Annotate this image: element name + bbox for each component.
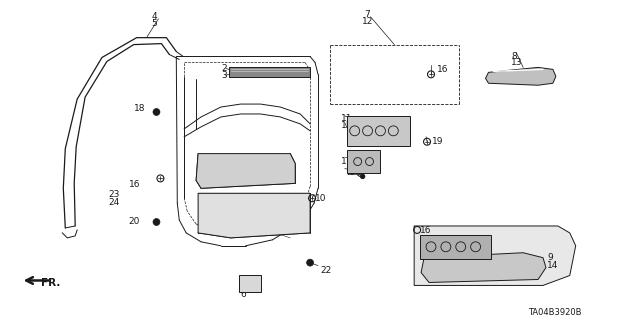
Text: 15: 15 (341, 121, 352, 130)
Circle shape (360, 174, 365, 178)
Text: 24: 24 (108, 198, 119, 207)
Text: FR.: FR. (40, 278, 60, 287)
Polygon shape (421, 253, 546, 282)
Text: 10: 10 (315, 194, 326, 203)
Text: 3: 3 (221, 71, 227, 80)
Text: 8: 8 (511, 52, 517, 61)
Text: 16: 16 (437, 65, 449, 74)
Text: 17: 17 (459, 250, 470, 259)
Polygon shape (414, 226, 576, 286)
Text: 4: 4 (152, 12, 157, 21)
Text: L21: L21 (346, 168, 362, 177)
Text: 23: 23 (108, 190, 119, 199)
Text: 20: 20 (129, 217, 140, 226)
Text: TA04B3920B: TA04B3920B (528, 308, 582, 317)
Text: 22: 22 (320, 266, 332, 275)
Text: 14: 14 (547, 261, 558, 270)
Text: 5: 5 (152, 19, 157, 28)
Circle shape (153, 219, 160, 226)
Polygon shape (198, 193, 310, 238)
Bar (229, 67, 310, 77)
Text: 9: 9 (547, 253, 553, 262)
Text: 19: 19 (432, 137, 444, 146)
Text: 1: 1 (341, 157, 347, 166)
Polygon shape (486, 67, 556, 85)
Text: 12: 12 (362, 17, 373, 26)
Polygon shape (196, 154, 295, 188)
Circle shape (307, 259, 314, 266)
Text: 7: 7 (365, 10, 371, 19)
Text: 18: 18 (134, 104, 145, 113)
Text: 16: 16 (420, 226, 431, 235)
FancyBboxPatch shape (347, 116, 410, 146)
FancyBboxPatch shape (420, 235, 492, 259)
Bar (239, 275, 260, 293)
Text: 6: 6 (241, 290, 246, 300)
Text: 16: 16 (129, 180, 140, 189)
FancyBboxPatch shape (347, 150, 380, 174)
Text: 11: 11 (341, 114, 352, 123)
Circle shape (153, 108, 160, 115)
Text: 13: 13 (511, 58, 523, 68)
Text: 2: 2 (221, 64, 227, 73)
